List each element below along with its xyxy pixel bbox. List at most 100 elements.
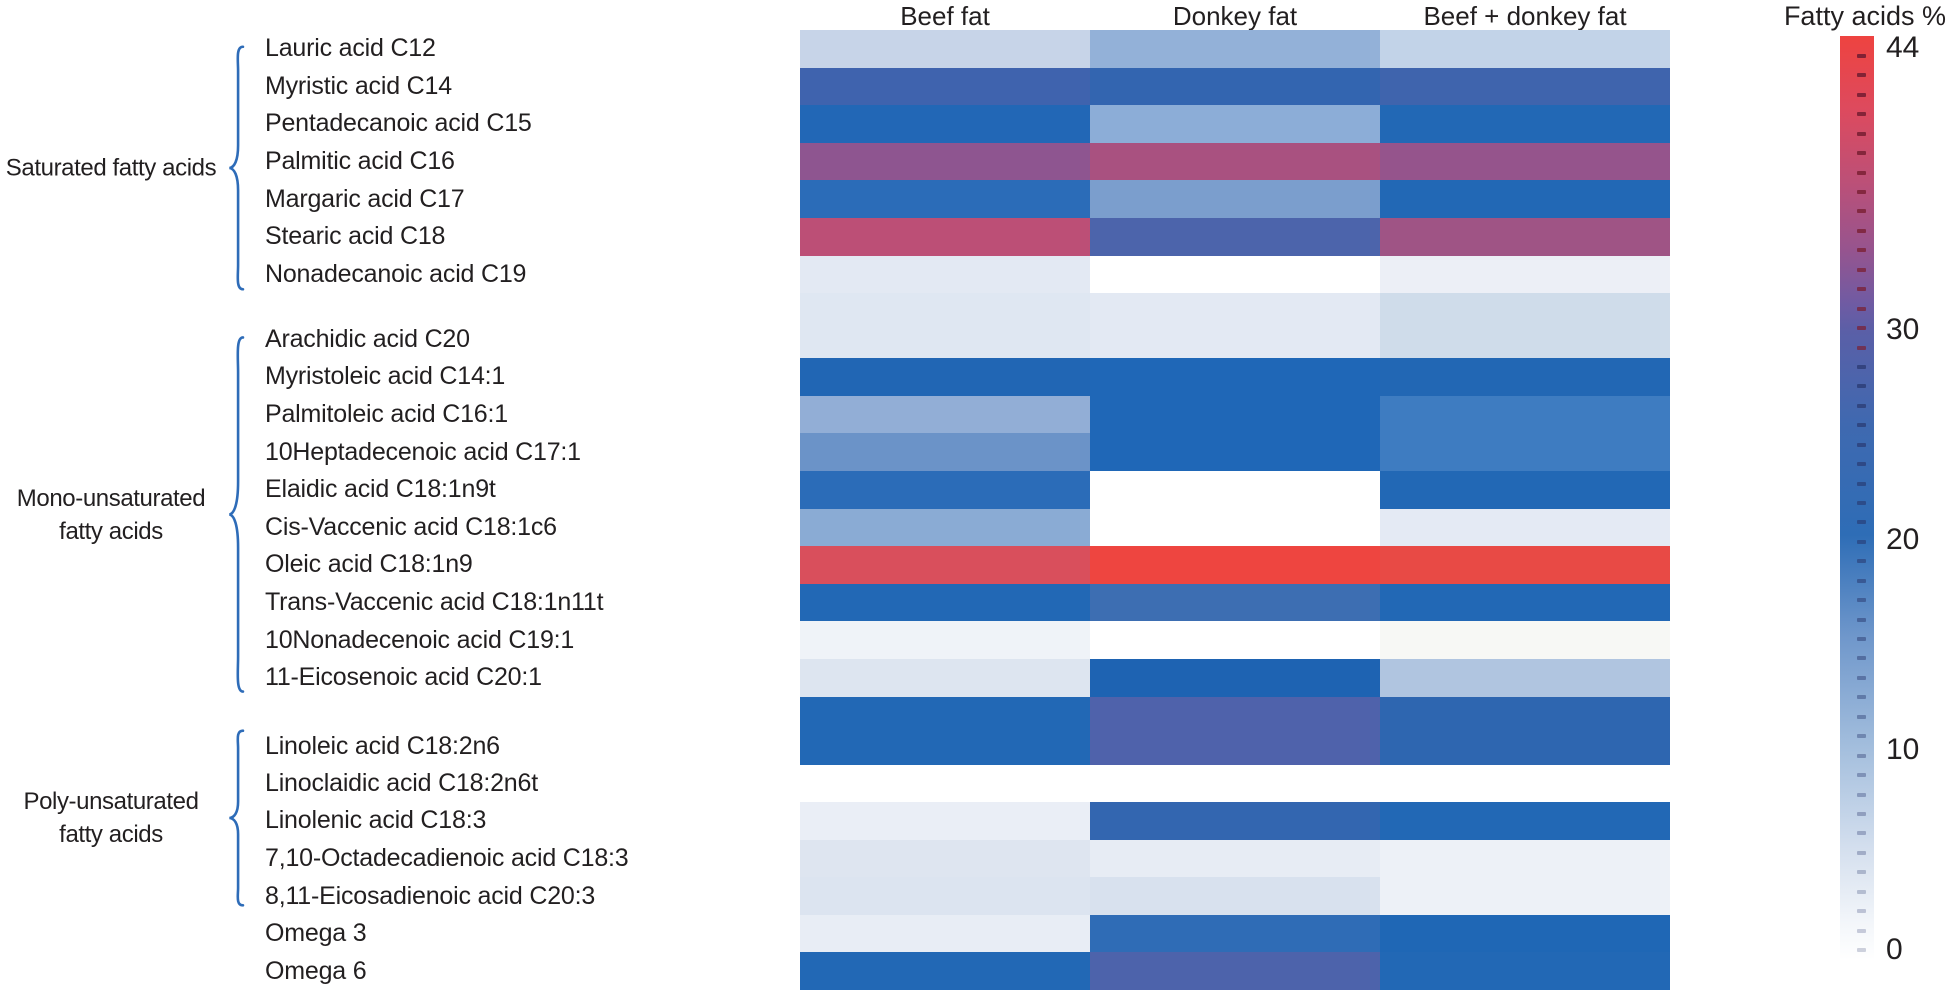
heatmap-cell xyxy=(1380,433,1670,471)
heatmap-row: Lauric acid C12 xyxy=(0,30,1670,68)
heatmap-cell xyxy=(800,395,1090,434)
colorbar-tick-marks xyxy=(1857,656,1866,661)
colorbar-gradient xyxy=(1840,36,1874,960)
heatmap-cell xyxy=(1090,255,1380,294)
heatmap-cell xyxy=(1090,508,1380,547)
group-title-line: fatty acids xyxy=(59,517,163,545)
colorbar-tick-marks xyxy=(1857,462,1866,467)
heatmap-row: Omega 3 xyxy=(0,914,1670,953)
heatmap-row: Palmitoleic acid C16:1 xyxy=(0,395,1670,434)
heatmap-cell xyxy=(800,293,1090,359)
heatmap-cell xyxy=(1380,105,1670,143)
heatmap-cell xyxy=(800,358,1090,396)
row-label: Trans-Vaccenic acid C18:1n11t xyxy=(265,588,604,617)
colorbar-tick-marks xyxy=(1857,364,1866,369)
row-label: Nonadecanoic acid C19 xyxy=(265,259,527,288)
colorbar-title: Fatty acids % xyxy=(1783,1,1946,31)
heatmap-cell xyxy=(1380,621,1670,659)
heatmap-cell xyxy=(800,764,1090,803)
heatmap-cell xyxy=(800,105,1090,143)
heatmap-cell xyxy=(800,583,1090,622)
row-label: Oleic acid C18:1n9 xyxy=(265,550,473,579)
heatmap-cell xyxy=(1380,470,1670,509)
colorbar-tick-marks xyxy=(1857,228,1866,233)
heatmap-cell xyxy=(1380,658,1670,697)
row-label: Omega 3 xyxy=(265,919,367,948)
row-label: Linoclaidic acid C18:2n6t xyxy=(265,768,538,797)
row-label: Omega 6 xyxy=(265,956,367,985)
colorbar-tick-marks xyxy=(1857,248,1866,253)
colorbar-tick-marks xyxy=(1857,637,1866,642)
row-label: Myristoleic acid C14:1 xyxy=(265,362,506,391)
heatmap-cell xyxy=(1090,30,1380,68)
colorbar-tick-marks xyxy=(1857,54,1866,58)
colorbar-tick-marks xyxy=(1857,403,1866,408)
colorbar-tick-marks xyxy=(1857,73,1866,78)
heatmap-cell xyxy=(1380,358,1670,396)
colorbar-tick-marks xyxy=(1857,695,1866,700)
colorbar-tick-marks xyxy=(1857,734,1866,739)
heatmap-row: Myristic acid C14 xyxy=(0,67,1670,106)
heatmap-cell xyxy=(1380,546,1670,584)
group-brace xyxy=(224,728,250,908)
heatmap-cell xyxy=(800,696,1090,765)
row-label: Cis-Vaccenic acid C18:1c6 xyxy=(265,512,557,541)
heatmap-cell xyxy=(1380,764,1670,803)
heatmap-cell xyxy=(1380,696,1670,765)
heatmap-cell xyxy=(800,839,1090,878)
colorbar-tick-marks xyxy=(1857,889,1866,894)
colorbar-tick-label: 44 xyxy=(1886,31,1920,64)
row-label: Lauric acid C12 xyxy=(265,34,436,63)
group-title: Saturated fatty acids xyxy=(0,152,236,185)
colorbar-tick-marks xyxy=(1857,909,1866,914)
heatmap-cell xyxy=(800,802,1090,840)
heatmap-cell xyxy=(1090,658,1380,697)
heatmap-cell xyxy=(800,546,1090,584)
colorbar-tick-marks xyxy=(1857,811,1866,816)
heatmap-cell xyxy=(1380,180,1670,218)
row-label: Margaric acid C17 xyxy=(265,184,465,213)
heatmap-cell xyxy=(800,142,1090,181)
colorbar-tick-marks xyxy=(1857,384,1866,389)
heatmap-cell xyxy=(800,217,1090,256)
heatmap-cell xyxy=(1380,952,1670,991)
heatmap-cell xyxy=(1090,180,1380,218)
heatmap-cell xyxy=(800,914,1090,953)
colorbar-tick-label: 0 xyxy=(1886,933,1903,966)
colorbar-tick-marks xyxy=(1857,948,1866,952)
colorbar-tick-label: 30 xyxy=(1886,313,1920,346)
row-label: 10Heptadecenoic acid C17:1 xyxy=(265,437,581,466)
colorbar-tick-marks xyxy=(1857,112,1866,117)
column-header: Beef + donkey fat xyxy=(1423,1,1627,31)
row-label: Linolenic acid C18:3 xyxy=(265,806,487,835)
heatmap-cell xyxy=(1090,877,1380,915)
heatmap-cell xyxy=(1380,583,1670,622)
group-title-line: Mono-unsaturated xyxy=(16,484,206,512)
heatmap-cell xyxy=(1090,802,1380,840)
group-title: Poly-unsaturated fatty acids xyxy=(0,785,236,851)
heatmap-cell xyxy=(800,621,1090,659)
colorbar-tick-label: 10 xyxy=(1886,733,1920,766)
colorbar-tick-marks xyxy=(1857,501,1866,505)
colorbar-tick-marks xyxy=(1857,423,1866,428)
heatmap-row: Arachidic acid C20 xyxy=(0,293,1670,359)
colorbar-tick-marks xyxy=(1857,753,1866,758)
heatmap-row: Trans-Vaccenic acid C18:1n11t xyxy=(0,583,1670,622)
heatmap-row: Stearic acid C18 xyxy=(0,217,1670,256)
heatmap-row: Elaidic acid C18:1n9t xyxy=(0,470,1670,509)
group-title-line: Saturated fatty acids xyxy=(5,154,217,182)
heatmap-cell xyxy=(1090,839,1380,878)
heatmap-cell xyxy=(1380,839,1670,878)
colorbar-tick-marks xyxy=(1857,131,1866,136)
heatmap-row: 10Heptadecenoic acid C17:1 xyxy=(0,433,1670,471)
column-header: Donkey fat xyxy=(1172,1,1298,31)
heatmap-cell xyxy=(1090,914,1380,953)
heatmap-row: 11-Eicosenoic acid C20:1 xyxy=(0,658,1670,697)
colorbar-tick-marks xyxy=(1857,92,1866,97)
colorbar-tick-marks xyxy=(1857,326,1866,331)
heatmap-row: Margaric acid C17 xyxy=(0,180,1670,218)
heatmap-cell xyxy=(1090,696,1380,765)
heatmap-row: 10Nonadecenoic acid C19:1 xyxy=(0,621,1670,659)
heatmap-cell xyxy=(1090,583,1380,622)
group-brace xyxy=(224,43,250,293)
